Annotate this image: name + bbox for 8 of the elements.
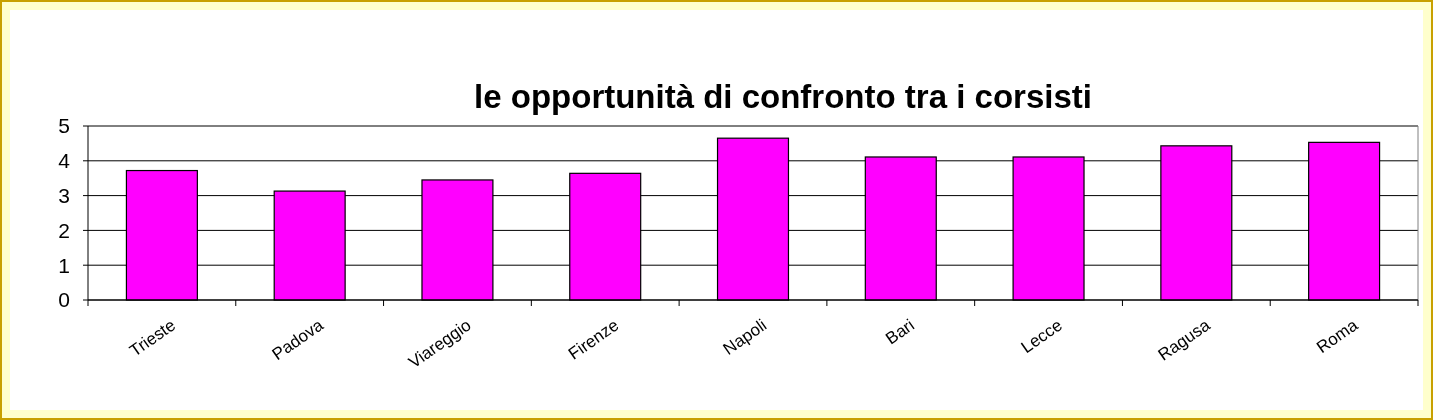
y-tick-label: 3: [58, 183, 70, 207]
y-tick-label: 4: [58, 149, 71, 173]
chart-title: le opportunità di confronto tra i corsisti: [474, 78, 1092, 115]
y-tick-label: 0: [58, 288, 70, 312]
y-tick-label: 5: [58, 114, 70, 138]
x-tick-label: Bari: [882, 315, 918, 349]
y-tick-label: 2: [58, 218, 70, 242]
y-tick-label: 1: [58, 253, 70, 277]
